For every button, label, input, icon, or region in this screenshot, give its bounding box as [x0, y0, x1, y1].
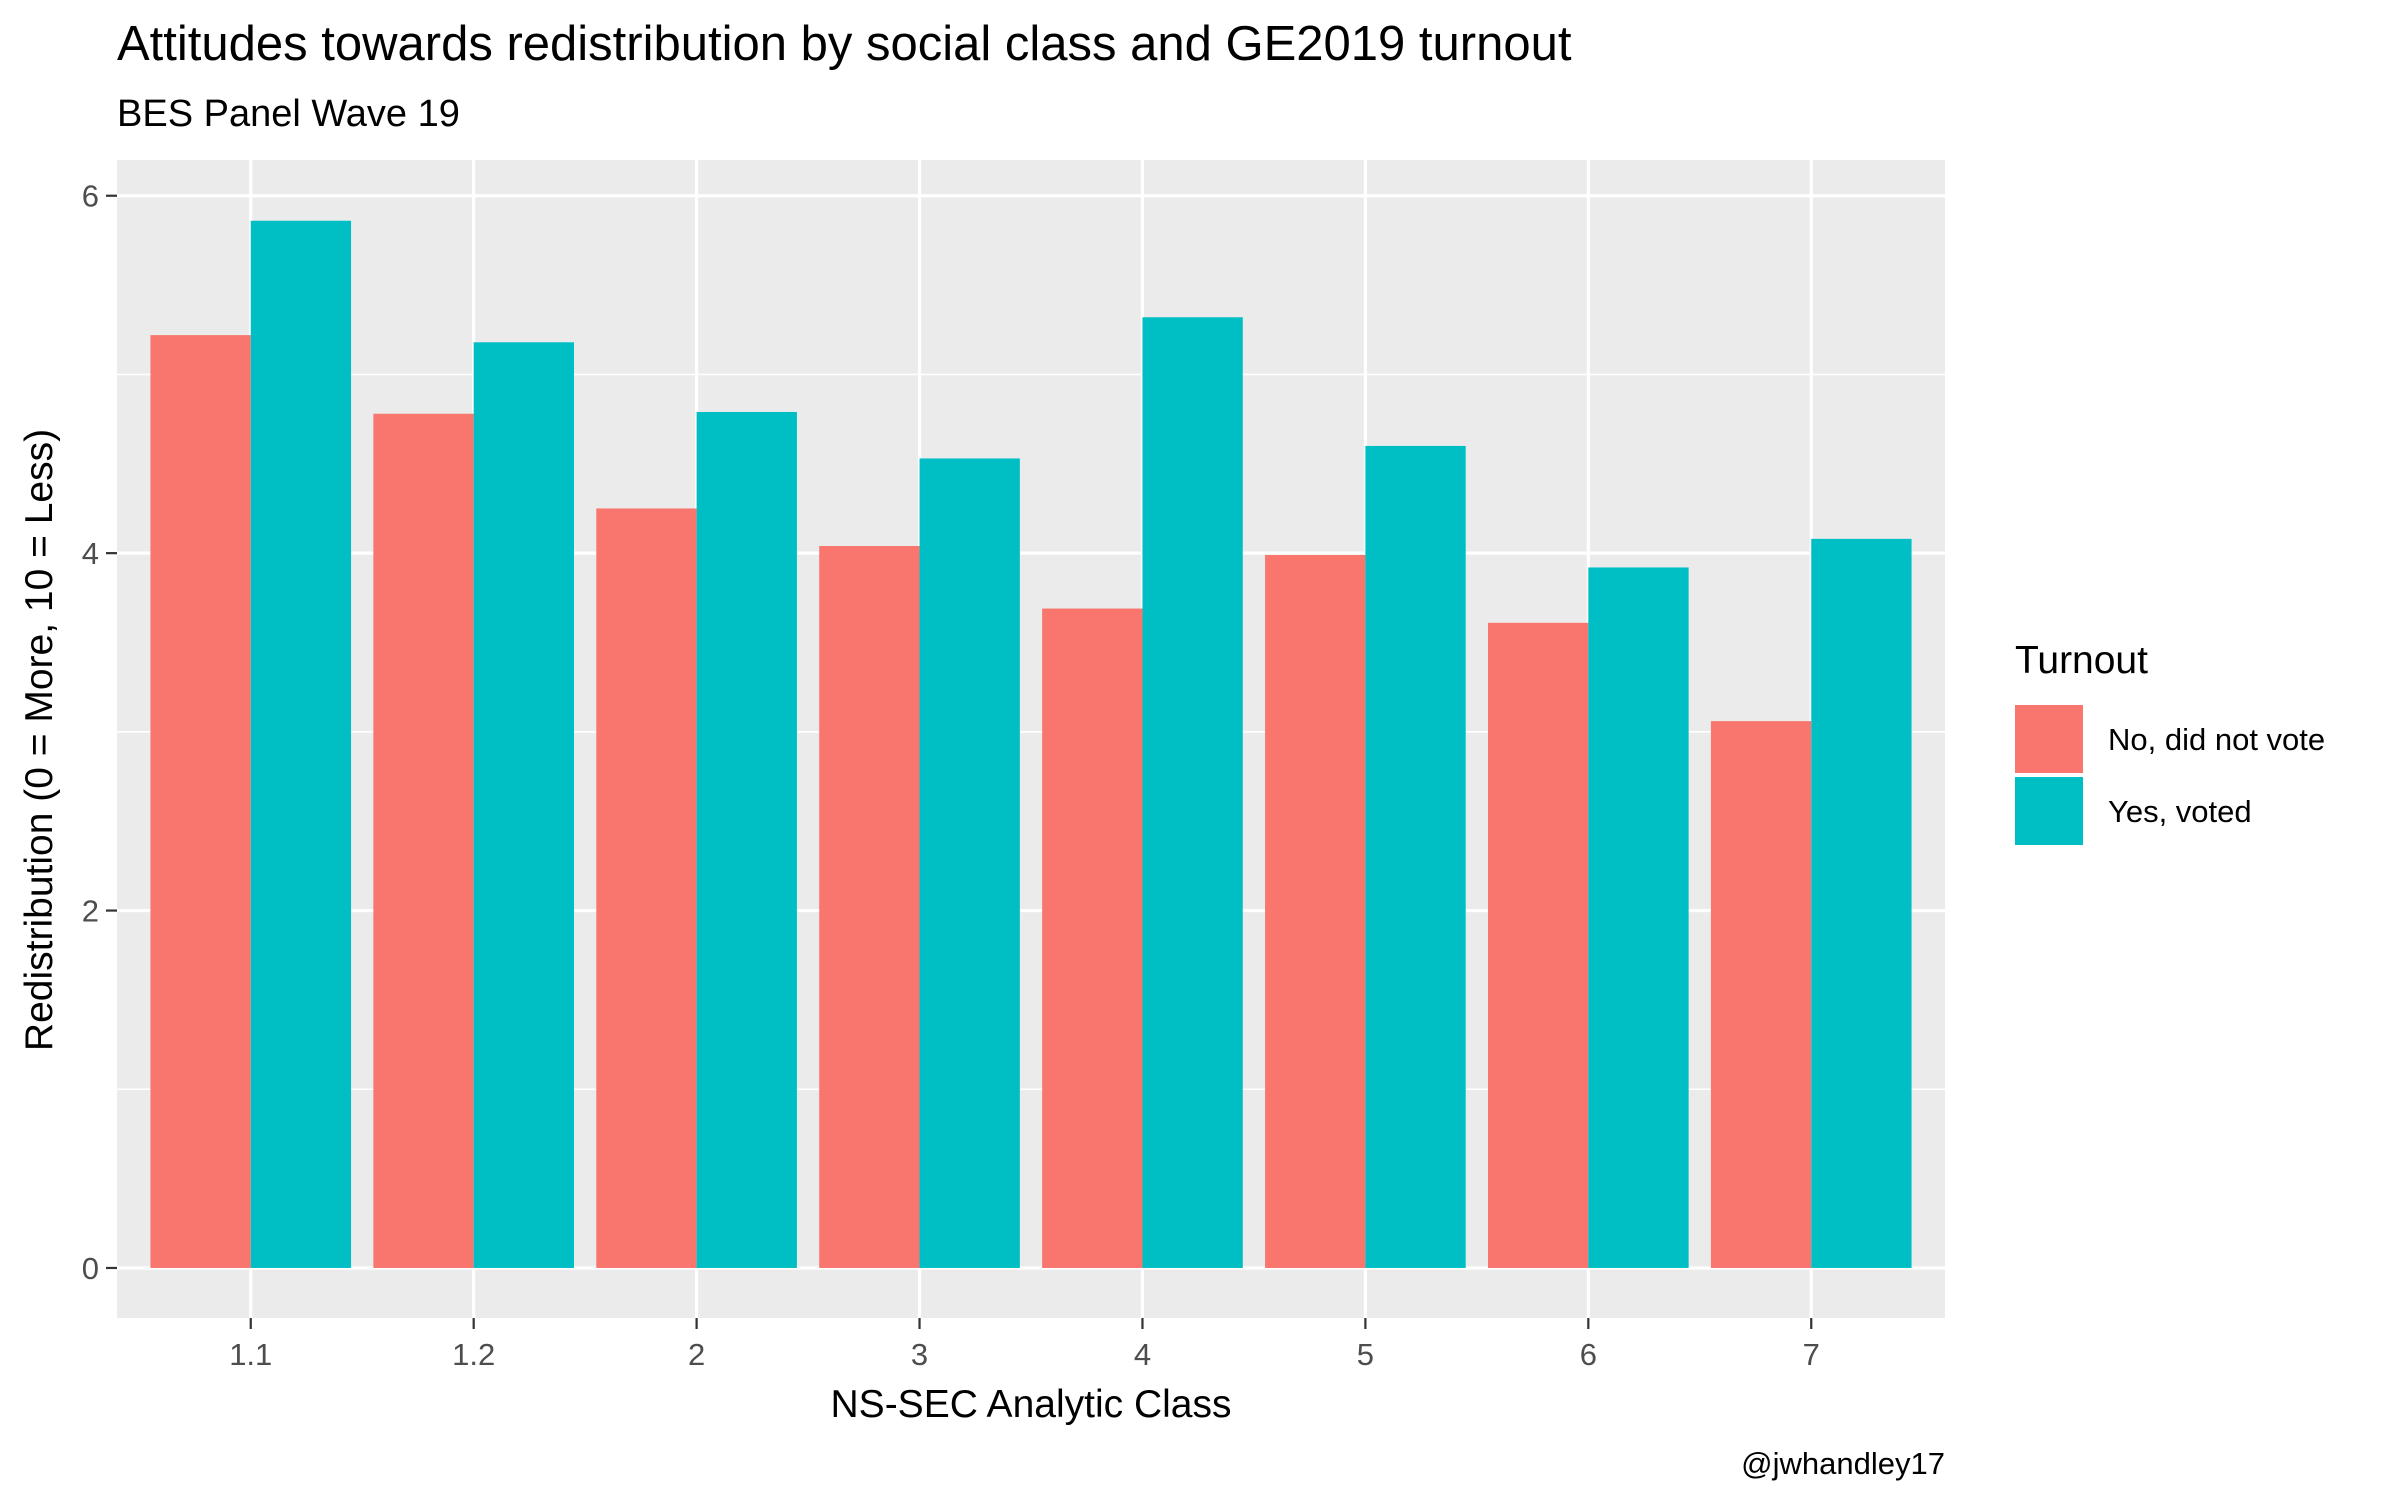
bars — [150, 220, 1912, 1268]
x-axis-title: NS-SEC Analytic Class — [831, 1383, 1232, 1426]
legend-items: No, did not vote Yes, voted — [2015, 705, 2325, 845]
bar-no-vote-1-1 — [150, 335, 251, 1268]
y-tick-label: 6 — [82, 179, 99, 214]
x-tick-label: 1.2 — [452, 1337, 495, 1372]
bar-no-vote-5 — [1265, 554, 1366, 1268]
bar-voted-5 — [1365, 445, 1466, 1268]
legend-key-no-vote — [2015, 705, 2083, 773]
y-axis-title: Redistribution (0 = More, 10 = Less) — [18, 429, 61, 1051]
x-tick-label: 7 — [1803, 1337, 1820, 1372]
bar-voted-1-1 — [250, 220, 352, 1268]
chart-subtitle: BES Panel Wave 19 — [117, 93, 460, 135]
legend-label-voted: Yes, voted — [2108, 794, 2252, 829]
y-tick-label: 4 — [82, 536, 99, 571]
bar-no-vote-7 — [1710, 721, 1812, 1268]
bar-voted-1-2 — [473, 342, 574, 1268]
y-tick-label: 2 — [82, 894, 99, 929]
legend-title: Turnout — [2015, 639, 2148, 682]
bar-no-vote-1-2 — [373, 413, 474, 1268]
x-tick-label: 5 — [1357, 1337, 1374, 1372]
x-tick-label: 4 — [1134, 1337, 1151, 1372]
bar-voted-7 — [1811, 538, 1912, 1268]
x-tick-label: 1.1 — [229, 1337, 272, 1372]
bar-voted-6 — [1588, 567, 1689, 1268]
bar-voted-2 — [696, 411, 797, 1268]
axes: 0 2 4 6 1.1 1.2 2 3 4 5 6 7 — [82, 179, 1820, 1372]
bar-no-vote-3 — [819, 546, 920, 1268]
x-tick-label: 2 — [688, 1337, 705, 1372]
legend-label-no-vote: No, did not vote — [2108, 722, 2325, 757]
bar-no-vote-6 — [1488, 622, 1589, 1268]
chart-caption: @jwhandley17 — [1741, 1446, 1945, 1481]
bar-no-vote-4 — [1042, 608, 1143, 1268]
bar-voted-4 — [1142, 317, 1243, 1268]
bar-voted-3 — [919, 458, 1020, 1268]
legend: Turnout No, did not vote Yes, voted — [2015, 639, 2325, 845]
chart-title: Attitudes towards redistribution by soci… — [117, 17, 1572, 71]
legend-key-voted — [2015, 777, 2083, 845]
x-tick-label: 3 — [911, 1337, 928, 1372]
bar-no-vote-2 — [596, 508, 697, 1268]
x-tick-label: 6 — [1580, 1337, 1597, 1372]
y-tick-label: 0 — [82, 1251, 99, 1286]
